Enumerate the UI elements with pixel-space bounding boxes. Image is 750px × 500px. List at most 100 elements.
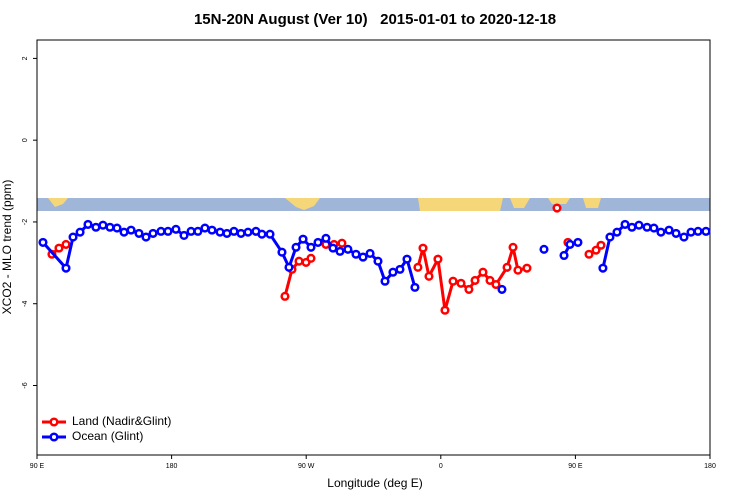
point: [313, 237, 323, 247]
point: [508, 242, 518, 252]
point: [68, 232, 78, 242]
point: [559, 250, 569, 261]
y-tick-label: -6: [22, 382, 29, 388]
x-tick-label: 180: [166, 463, 178, 470]
point: [598, 263, 608, 273]
legend-marker: [49, 417, 59, 427]
point: [513, 265, 523, 275]
point: [351, 249, 361, 259]
point: [539, 244, 549, 254]
point: [112, 223, 122, 233]
point: [91, 222, 101, 232]
point: [395, 264, 405, 274]
point: [491, 279, 501, 290]
point: [502, 262, 512, 272]
point: [280, 291, 290, 301]
point: [656, 227, 666, 237]
point: [456, 278, 466, 288]
y-tick-label: 0: [22, 138, 29, 142]
point: [105, 222, 115, 232]
point: [612, 227, 622, 237]
x-tick-label: 90 E: [568, 463, 583, 470]
point: [284, 262, 294, 272]
y-tick-label: 2: [22, 56, 29, 60]
point: [119, 227, 129, 237]
point: [328, 243, 338, 253]
point: [671, 228, 681, 238]
point: [186, 226, 196, 236]
series-line: [50, 241, 603, 311]
point: [448, 276, 458, 286]
point: [620, 219, 630, 229]
point: [388, 267, 398, 277]
point: [98, 220, 108, 230]
point: [321, 233, 331, 243]
point: [141, 232, 151, 242]
point: [552, 203, 562, 213]
point: [75, 227, 85, 237]
point: [686, 227, 696, 237]
point: [265, 229, 275, 239]
point: [358, 252, 368, 262]
point: [701, 226, 711, 236]
point: [410, 282, 420, 292]
point: [156, 226, 166, 236]
point: [573, 237, 583, 247]
point: [306, 253, 316, 263]
point: [134, 228, 144, 238]
point: [337, 238, 347, 248]
x-tick-label: 180: [704, 463, 716, 470]
point: [257, 229, 267, 239]
chart-title: 15N-20N August (Ver 10) 2015-01-01 to 20…: [194, 11, 556, 28]
point: [294, 256, 304, 266]
point: [61, 263, 71, 273]
point: [163, 226, 173, 236]
point: [565, 239, 575, 249]
point: [335, 246, 345, 256]
point: [649, 223, 659, 233]
point: [418, 243, 428, 253]
point: [277, 247, 287, 257]
point: [627, 222, 637, 232]
point: [470, 275, 480, 285]
point: [215, 227, 225, 237]
point: [478, 267, 488, 277]
point: [306, 242, 316, 252]
point: [485, 275, 495, 285]
point: [373, 256, 383, 266]
legend-label: Land (Nadir&Glint): [72, 414, 171, 428]
point: [243, 227, 253, 237]
point: [200, 223, 210, 233]
point: [179, 230, 189, 240]
point: [380, 276, 390, 286]
point: [343, 244, 353, 254]
point: [365, 248, 375, 258]
plot-frame: [36, 39, 711, 456]
point: [236, 228, 246, 238]
point: [298, 234, 308, 244]
point: [222, 228, 232, 238]
point: [522, 263, 532, 273]
point: [402, 254, 412, 264]
point: [413, 262, 423, 272]
point: [424, 271, 434, 281]
point: [193, 226, 203, 236]
y-tick-label: -4: [22, 301, 29, 307]
legend-label: Ocean (Glint): [72, 429, 143, 443]
point: [291, 242, 301, 252]
point: [693, 226, 703, 236]
x-tick-label: 90 W: [298, 463, 315, 470]
y-tick-label: -2: [22, 219, 29, 225]
point: [61, 239, 71, 249]
point: [38, 237, 48, 247]
x-axis-label: Longitude (deg E): [327, 476, 422, 490]
point: [440, 305, 450, 315]
point: [83, 219, 93, 229]
point: [664, 225, 674, 235]
map-strip: [37, 198, 710, 211]
x-tick-label: 90 E: [30, 463, 45, 470]
point: [591, 245, 601, 255]
point: [229, 226, 239, 236]
point: [642, 222, 652, 232]
